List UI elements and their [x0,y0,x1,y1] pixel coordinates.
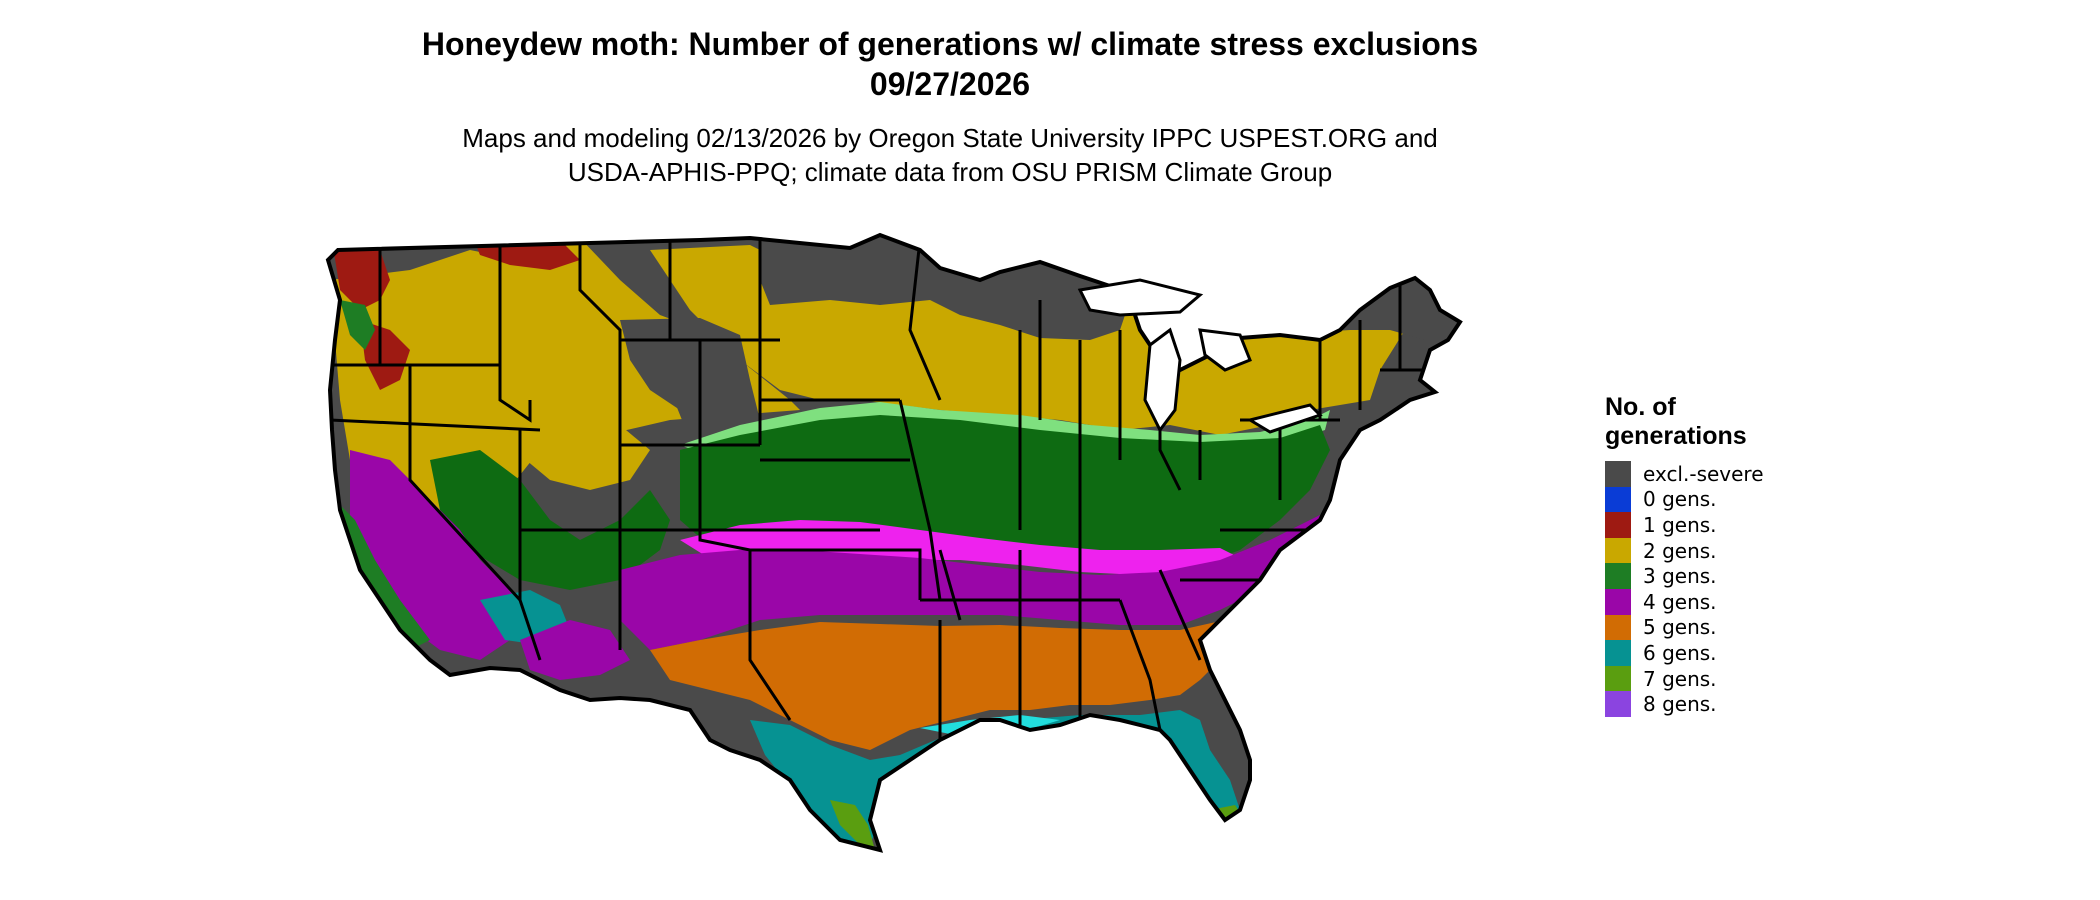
legend-swatch [1605,640,1631,666]
legend-label: 7 gens. [1643,666,1717,691]
legend-item-0-gens: 0 gens. [1605,486,1765,513]
zone-4gens-arizona [520,620,630,680]
legend-item-2-gens: 2 gens. [1605,537,1765,564]
lake-superior [1077,278,1204,317]
legend-swatch [1605,461,1631,487]
zone-1gens-pnw [332,235,390,310]
legend-swatch [1605,691,1631,717]
zone-3gens-california-coast [335,500,430,650]
legend-item-3-gens: 3 gens. [1605,563,1765,589]
zone-7gens-texas [830,800,875,850]
legend-label: 1 gens. [1643,512,1717,537]
legend-title-line1: No. of [1605,393,1676,421]
legend-swatch [1605,563,1631,589]
us-generations-map [325,232,1463,853]
map-subtitle-line1: Maps and modeling 02/13/2026 by Oregon S… [462,123,1438,153]
legend-label: 5 gens. [1643,615,1717,640]
legend-label: 6 gens. [1643,640,1717,665]
legend-item-7-gens: 7 gens. [1605,665,1765,692]
legend: No. of generations excl.-severe 0 gens. … [1605,393,1765,717]
legend-swatch [1605,512,1631,538]
legend-item-5-gens: 5 gens. [1605,614,1765,641]
legend-items: excl.-severe 0 gens. 1 gens. 2 gens. 3 g… [1605,461,1765,717]
zone-2gens-fourcorners [510,410,650,490]
great-lakes [1077,278,1323,434]
zone-excl-upper-midwest [920,260,1130,340]
legend-swatch [1605,588,1631,615]
legend-item-6-gens: 6 gens. [1605,640,1765,666]
state-boundaries [329,235,1430,740]
zone-5gens-south [650,620,1235,750]
legend-label: 3 gens. [1643,564,1717,589]
legend-item-4-gens: 4 gens. [1605,588,1765,615]
lake-michigan [1143,327,1182,433]
zone-1gens-oregon-cascades [360,320,410,390]
zone-excl-dakotas [760,235,940,305]
legend-label: 4 gens. [1643,589,1717,614]
legend-label: 8 gens. [1643,692,1717,717]
legend-item-8-gens: 8 gens. [1605,691,1765,717]
legend-swatch [1605,614,1631,641]
legend-title: No. of generations [1605,393,1765,451]
map-title: Honeydew moth: Number of generations w/ … [421,26,1479,62]
legend-label: 2 gens. [1643,538,1717,563]
legend-label: 0 gens. [1643,487,1717,512]
zone-3gens-pnw-valley [340,300,375,350]
zone-4gens-fringe [680,520,1240,575]
legend-label: excl.-severe [1643,461,1764,486]
zone-3gens-southwest [430,450,670,590]
legend-swatch [1605,537,1631,564]
legend-item-excl-severe: excl.-severe [1605,461,1765,487]
legend-title-line2: generations [1605,422,1747,450]
legend-swatch [1605,665,1631,692]
map-subtitle-line2: USDA-APHIS-PPQ; climate data from OSU PR… [567,157,1333,187]
map-date: 09/27/2026 [869,66,1031,102]
lake-huron [1198,328,1252,372]
legend-swatch [1605,486,1631,513]
zone-4gens-south [620,515,1325,650]
legend-item-1-gens: 1 gens. [1605,512,1765,538]
lake-erie [1246,403,1323,434]
zone-layer [328,235,1460,850]
